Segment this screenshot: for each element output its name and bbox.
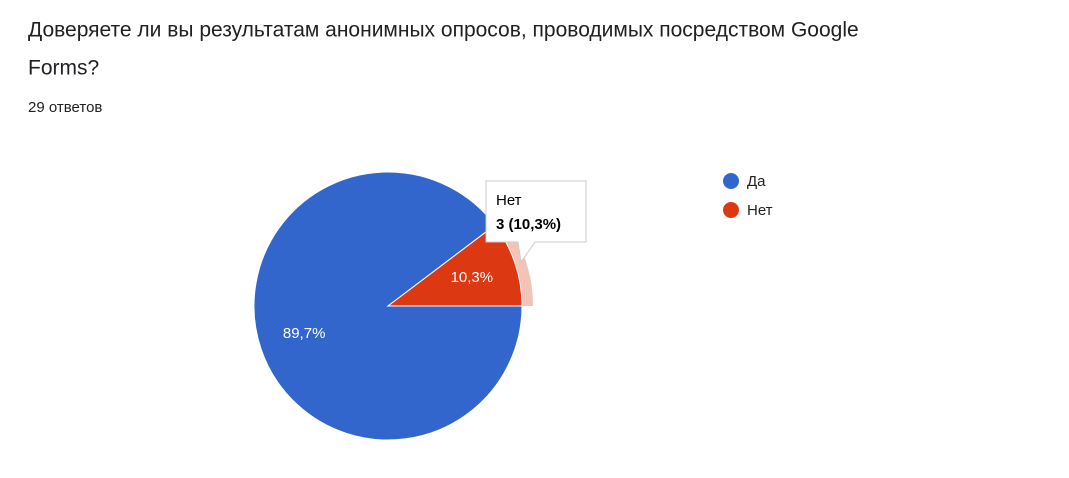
legend-label: Да [747, 173, 766, 190]
chart-title: Forms? [28, 57, 99, 80]
tooltip-box [485, 180, 587, 264]
slice-label: 10,3% [451, 269, 494, 286]
tooltip: Нет 3 (10,3%) [485, 180, 587, 264]
slice-highlight [494, 218, 533, 306]
legend: Да Нет [723, 173, 773, 219]
chart-title: Доверяете ли вы результатам анонимных оп… [28, 19, 859, 42]
pie: 89,7% 10,3% [253, 171, 533, 441]
legend-swatch [723, 202, 739, 218]
tooltip-value: 3 (10,3%) [496, 216, 561, 233]
tooltip-title: Нет [496, 192, 522, 209]
legend-swatch [723, 173, 739, 189]
slice-label: 89,7% [283, 325, 326, 342]
legend-label: Нет [747, 202, 773, 219]
chart-subtitle: 29 ответов [28, 99, 102, 116]
